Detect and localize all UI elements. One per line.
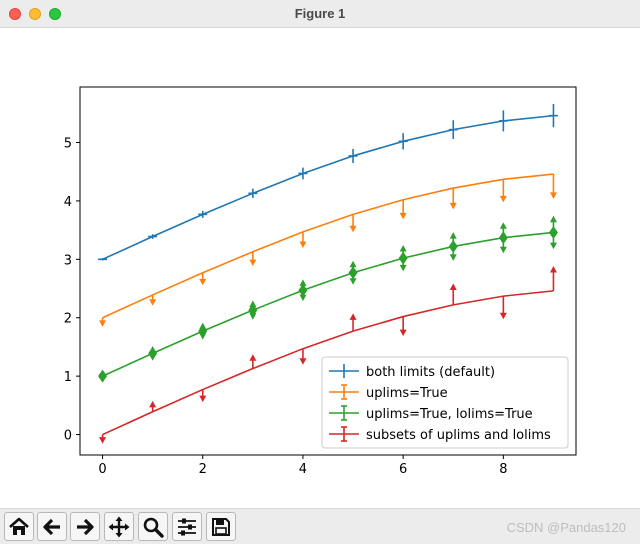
lower-limit-arrow — [349, 260, 357, 268]
legend-label: uplims=True — [366, 386, 448, 401]
upper-limit-arrow — [499, 312, 507, 320]
back-button[interactable] — [37, 512, 67, 541]
legend-item: subsets of uplims and lolims — [329, 426, 551, 443]
forward-button[interactable] — [70, 512, 100, 541]
diamond-marker — [398, 251, 408, 265]
configure-subplots-icon — [178, 518, 196, 535]
diamond-marker — [198, 324, 208, 338]
upper-limit-arrow — [299, 241, 307, 248]
home-icon — [9, 517, 29, 535]
home-button[interactable] — [4, 512, 34, 541]
diamond-marker — [498, 231, 508, 245]
series-2 — [99, 173, 557, 327]
save-icon — [212, 517, 230, 536]
upper-limit-arrow — [399, 212, 407, 220]
lower-limit-arrow — [549, 266, 557, 273]
x-tick-label: 4 — [299, 462, 307, 477]
upper-limit-arrow — [449, 254, 457, 261]
upper-limit-arrow — [499, 246, 507, 254]
legend-box — [321, 356, 569, 449]
lower-limit-arrow — [449, 232, 457, 239]
series-1 — [98, 103, 558, 261]
lower-limit-arrow — [449, 283, 457, 291]
lower-limit-arrow — [249, 354, 257, 361]
upper-limit-arrow — [349, 278, 357, 285]
window-titlebar: Figure 1 — [0, 0, 640, 28]
legend-item: uplims=True, lolims=True — [329, 405, 533, 422]
y-tick-label: 5 — [64, 136, 72, 151]
configure-subplots-button[interactable] — [172, 512, 202, 541]
close-window-button[interactable] — [9, 8, 21, 20]
window-title: Figure 1 — [294, 6, 346, 21]
series-line — [102, 114, 554, 261]
upper-limit-arrow — [399, 329, 407, 337]
data-layer — [98, 103, 558, 444]
legend: both limits (default) uplims=True uplims=T… — [321, 356, 569, 449]
upper-limit-arrow — [299, 294, 307, 302]
lower-limit-arrow — [549, 215, 557, 223]
upper-limit-arrow — [449, 202, 457, 210]
upper-limit-arrow — [549, 192, 557, 199]
y-tick-label: 4 — [64, 195, 72, 210]
diamond-marker — [348, 266, 358, 280]
series-line — [102, 290, 554, 436]
series-line — [102, 173, 554, 319]
upper-limit-arrow — [249, 259, 257, 267]
x-tick-label: 0 — [98, 462, 106, 477]
pan-icon — [108, 516, 130, 537]
diamond-marker — [248, 303, 258, 317]
lower-limit-arrow — [399, 244, 407, 252]
legend-label: both limits (default) — [366, 365, 495, 380]
diamond-marker — [448, 239, 458, 253]
diamond-marker — [298, 283, 308, 297]
upper-limit-arrow — [199, 278, 207, 286]
diamond-marker — [548, 225, 558, 239]
x-tick-label: 2 — [199, 462, 207, 477]
diamond-marker — [148, 346, 158, 360]
watermark-text: CSDN @Pandas120 — [506, 520, 626, 535]
x-tick-label: 6 — [399, 462, 407, 477]
lower-limit-arrow — [299, 279, 307, 286]
y-tick-label: 0 — [64, 429, 72, 444]
upper-limit-arrow — [99, 320, 107, 327]
upper-limit-arrow — [99, 437, 107, 444]
series-3 — [98, 215, 558, 383]
forward-arrow-icon — [77, 518, 94, 535]
zoom-button[interactable] — [138, 512, 168, 541]
legend-item: uplims=True — [329, 384, 448, 401]
upper-limit-arrow — [349, 225, 357, 233]
series-line — [102, 231, 554, 377]
x-tick-label: 8 — [499, 462, 507, 477]
axes-frame — [79, 86, 577, 456]
pan-button[interactable] — [104, 512, 134, 541]
diamond-marker — [98, 369, 108, 383]
lower-limit-arrow — [149, 400, 157, 408]
maximize-window-button[interactable] — [49, 8, 61, 20]
y-tick-label: 2 — [64, 312, 72, 327]
zoom-icon — [143, 517, 164, 538]
navigation-toolbar: CSDN @Pandas120 — [0, 508, 640, 544]
upper-limit-arrow — [199, 395, 207, 403]
upper-limit-arrow — [299, 358, 307, 365]
save-button[interactable] — [206, 512, 236, 541]
y-tick-label: 1 — [64, 370, 72, 385]
legend-item: both limits (default) — [329, 364, 495, 380]
y-tick-label: 3 — [64, 253, 72, 268]
upper-limit-arrow — [399, 264, 407, 272]
series-4 — [99, 266, 557, 444]
back-arrow-icon — [43, 518, 60, 535]
figure-canvas: 0 2 4 6 8 0 1 2 3 4 5 both limits (default) uplims=T… — [64, 86, 577, 477]
upper-limit-arrow — [149, 299, 157, 306]
lower-limit-arrow — [499, 222, 507, 229]
upper-limit-arrow — [499, 195, 507, 203]
upper-limit-arrow — [549, 242, 557, 250]
legend-label: uplims=True, lolims=True — [366, 407, 533, 422]
legend-label: subsets of uplims and lolims — [366, 428, 551, 443]
minimize-window-button[interactable] — [29, 8, 41, 20]
lower-limit-arrow — [349, 313, 357, 320]
